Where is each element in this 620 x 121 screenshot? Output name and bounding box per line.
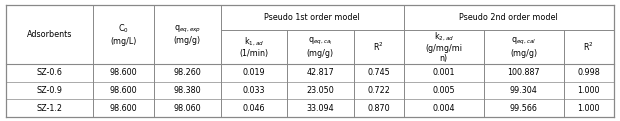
Text: 99.304: 99.304: [510, 86, 538, 95]
Text: 0.722: 0.722: [367, 86, 390, 95]
Text: k$_{1,ad}$
(1/min): k$_{1,ad}$ (1/min): [239, 36, 268, 58]
Text: 33.094: 33.094: [306, 104, 334, 113]
Text: q$_{eq,cal}$
(mg/g): q$_{eq,cal}$ (mg/g): [510, 36, 537, 58]
Text: 99.566: 99.566: [510, 104, 538, 113]
Text: Adsorbents: Adsorbents: [27, 30, 73, 39]
Text: 1.000: 1.000: [577, 104, 600, 113]
Text: 42.817: 42.817: [306, 68, 334, 77]
Text: q$_{eq,ca_l}$
(mg/g): q$_{eq,ca_l}$ (mg/g): [307, 36, 334, 58]
Text: 98.380: 98.380: [174, 86, 201, 95]
Text: 0.001: 0.001: [433, 68, 455, 77]
Text: C$_0$
(mg/L): C$_0$ (mg/L): [110, 23, 137, 46]
Text: k$_{2,ad}$
(g/mg/mi
n): k$_{2,ad}$ (g/mg/mi n): [425, 30, 463, 63]
Text: R$^2$: R$^2$: [373, 41, 384, 53]
Text: SZ-0.9: SZ-0.9: [37, 86, 63, 95]
Text: q$_{eq,exp}$
(mg/g): q$_{eq,exp}$ (mg/g): [174, 24, 201, 45]
Text: 23.050: 23.050: [306, 86, 334, 95]
Text: 98.060: 98.060: [174, 104, 201, 113]
Text: Pseudo 2nd order model: Pseudo 2nd order model: [459, 13, 558, 22]
Text: 98.600: 98.600: [110, 86, 138, 95]
Text: 0.019: 0.019: [242, 68, 265, 77]
Text: 0.745: 0.745: [368, 68, 390, 77]
Text: 0.005: 0.005: [433, 86, 455, 95]
Text: R$^2$: R$^2$: [583, 41, 594, 53]
Text: 100.887: 100.887: [507, 68, 540, 77]
Text: 98.260: 98.260: [174, 68, 201, 77]
Text: 98.600: 98.600: [110, 104, 138, 113]
Text: Pseudo 1st order model: Pseudo 1st order model: [264, 13, 360, 22]
Text: 0.998: 0.998: [577, 68, 600, 77]
Text: 98.600: 98.600: [110, 68, 138, 77]
Text: 0.033: 0.033: [242, 86, 265, 95]
Text: 0.004: 0.004: [433, 104, 455, 113]
Text: 0.046: 0.046: [242, 104, 265, 113]
Text: SZ-0.6: SZ-0.6: [37, 68, 63, 77]
Text: 0.870: 0.870: [368, 104, 390, 113]
Text: SZ-1.2: SZ-1.2: [37, 104, 63, 113]
Text: 1.000: 1.000: [577, 86, 600, 95]
